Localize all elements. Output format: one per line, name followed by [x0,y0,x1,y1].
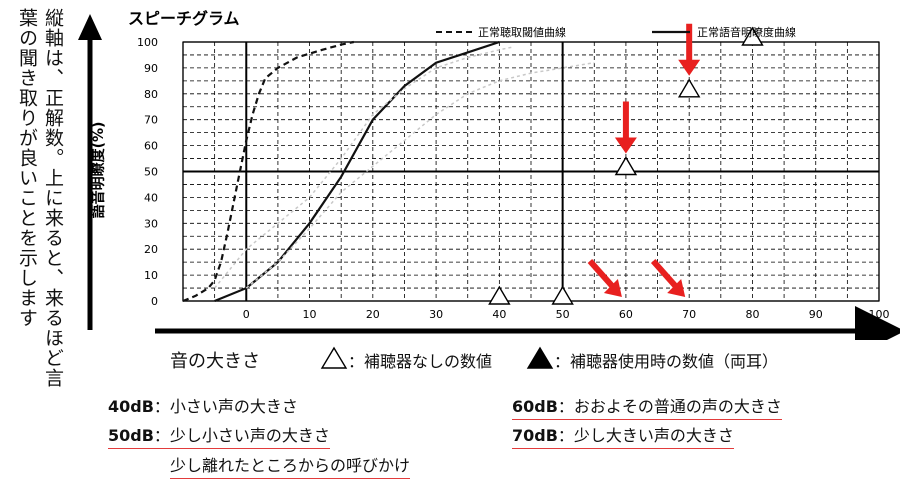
x-tick-label: 60 [619,308,633,321]
open-triangle-legend-icon [320,346,348,369]
note-db: 40dB [108,397,154,416]
note-text: ：おおよその普通の声の大きさ [557,397,782,416]
arrow-layer [587,23,701,297]
note-50db-extra: 少し離れたところからの呼びかけ [170,452,411,479]
y-tick-label: 100 [137,36,158,49]
x-tick-label: 100 [869,308,890,321]
legend-label-solid: 正常語音明瞭度曲線 [697,25,796,39]
y-tick-label: 20 [144,243,158,256]
marker-layer [488,26,764,305]
x-tick-label: 30 [429,308,443,321]
note-40db: 40dB：小さい声の大きさ [108,393,298,417]
red-arrow-head-2 [603,279,622,297]
y-tick-label: 90 [144,62,158,75]
red-arrow-shaft-3 [650,259,680,290]
triangle-marker-4 [741,26,764,46]
note-text: ：少し大きい声の大きさ [557,426,734,445]
red-arrow-head-3 [667,279,686,297]
triangle-marker-2 [614,156,638,176]
y-tick-label: 10 [144,269,158,282]
up-arrow-icon [78,14,102,330]
x-tick-label: 20 [366,308,380,321]
x-tick-label: 70 [682,308,696,321]
note-50db: 50dB：少し小さい声の大きさ [108,422,330,449]
y-tick-label: 50 [144,166,158,179]
note-text: 少し離れたところからの呼びかけ [170,456,411,475]
x-tick-label: 0 [243,308,250,321]
y-axis-label: 語音明瞭度(%) [90,122,107,219]
x-tick-label: 40 [492,308,506,321]
legend: 正常聴取閾値曲線 正常語音明瞭度曲線 [436,25,796,39]
side-note: 縦軸は、正解数。上に来ると、来るほど言葉の聞き取りが良いことを示します [16,8,64,388]
triangle-marker-0 [488,285,511,305]
series-line-3 [245,61,595,289]
series-line-2 [214,46,513,289]
red-arrow-shaft-2 [587,259,617,290]
note-text: ：小さい声の大きさ [153,397,298,416]
chart-title: スピーチグラム [128,9,240,28]
y-tick-label: 0 [151,295,158,308]
y-tick-label: 30 [144,217,158,230]
x-tick-label: 80 [745,308,759,321]
red-arrow-head-0 [614,137,637,154]
grid [182,41,880,302]
open-marker-legend-label: ：補聴器なしの数値 [348,352,493,371]
triangle-marker-1 [551,285,574,305]
tick-labels: 0 10 20 30 40 50 60 70 80 90 100 0 10 20 30 40 50 60 70 80 9… [137,36,890,321]
red-arrow-head-1 [678,59,701,76]
x-tick-label: 10 [303,308,317,321]
triangle-marker-3 [677,78,701,98]
x-axis-label: 音の大きさ [170,351,260,372]
filled-triangle-legend-icon [526,346,554,369]
x-tick-label: 90 [809,308,823,321]
x-tick-label: 50 [556,308,570,321]
note-db: 50dB [108,426,154,445]
filled-marker-legend-label: ：補聴器使用時の数値（両耳） [554,352,779,371]
series-layer [182,40,595,303]
y-tick-label: 40 [144,191,158,204]
series-line-0 [182,40,355,303]
note-60db: 60dB：おおよその普通の声の大きさ [512,393,782,420]
speechgram-chart: 0 10 20 30 40 50 60 70 80 90 100 0 10 20 30 40 50 60 70 80 9… [90,9,900,340]
plot-frame [182,41,880,302]
note-text: ：少し小さい声の大きさ [153,426,330,445]
legend-label-dashed: 正常聴取閾値曲線 [478,25,566,39]
y-tick-label: 70 [144,114,158,127]
note-db: 60dB [512,397,558,416]
y-tick-label: 80 [144,88,158,101]
note-db: 70dB [512,426,558,445]
y-tick-label: 60 [144,140,158,153]
note-70db: 70dB：少し大きい声の大きさ [512,422,734,449]
